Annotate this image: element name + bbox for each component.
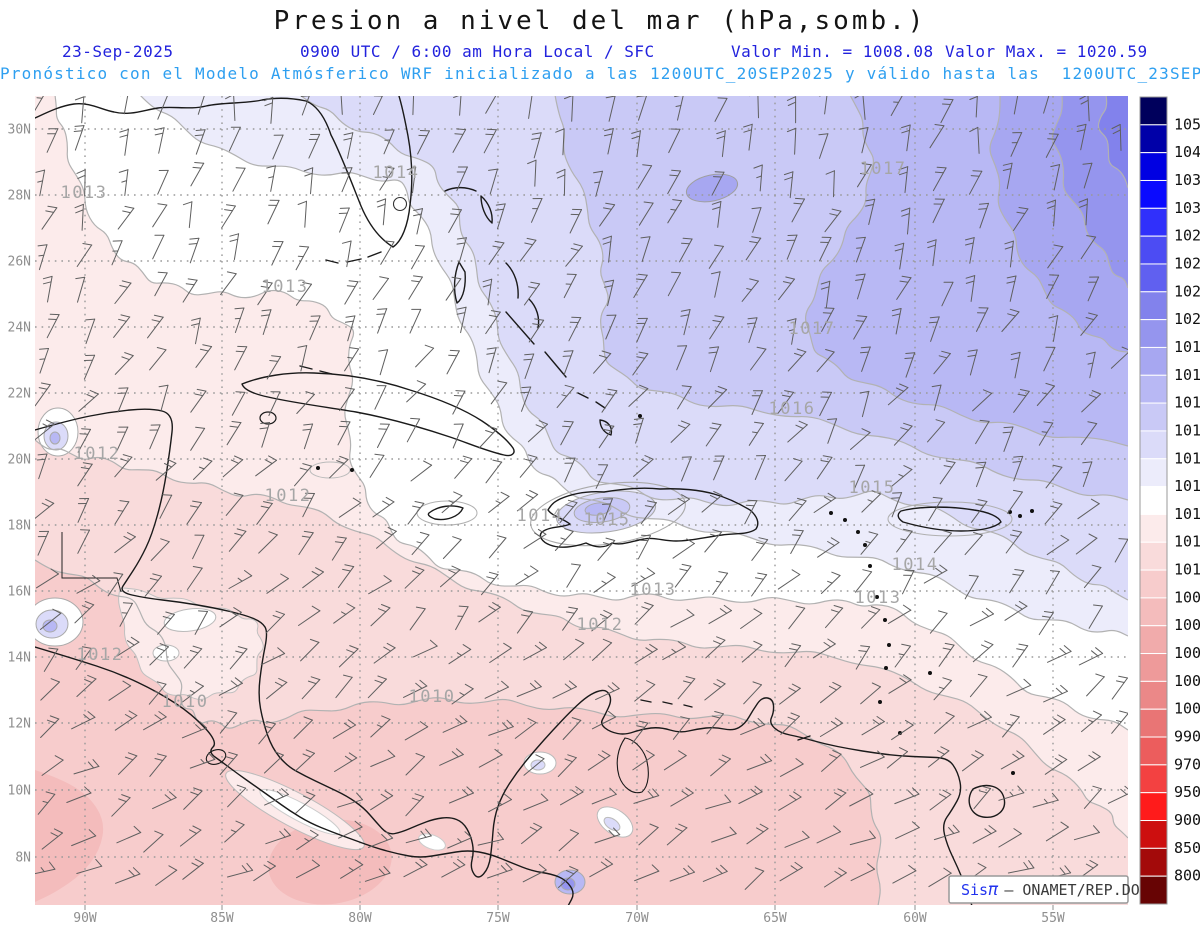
lat-label: 10N <box>8 784 31 799</box>
lat-label: 20N <box>8 453 31 468</box>
branding-label: Sisπ – ONAMET/REP.DOM. <box>961 880 1158 900</box>
colorbar-tick-label: 900 <box>1174 811 1200 829</box>
axis-labels: 30N 28N 26N 24N 22N 20N 18N 16N 14N 12N 10N 8N 90W 85… <box>8 123 1065 927</box>
isobar-label: 1017 <box>860 159 907 179</box>
isobar-label: 1014 <box>517 506 564 526</box>
colorbar-tick-label: 1050 <box>1174 115 1200 133</box>
colorbar-tick-label: 1019 <box>1174 338 1200 356</box>
colorbar-tick-label: 970 <box>1174 755 1200 773</box>
colorbar-tick-label: 1008 <box>1174 588 1200 606</box>
isobar-label: 1013 <box>61 183 108 203</box>
lon-label: 85W <box>210 911 234 926</box>
isobar-label: 1014 <box>892 555 939 575</box>
forecast-line: Pronóstico con el Modelo Atmósferico WRF… <box>0 64 1200 83</box>
lat-label: 22N <box>8 387 31 402</box>
isobar-label: 1016 <box>769 399 816 419</box>
colorbar-tick-label: 1030 <box>1174 199 1200 217</box>
colorbar-tick-label: 1004 <box>1174 644 1200 662</box>
lat-label: 18N <box>8 519 31 534</box>
isobar-label: 1013 <box>630 580 677 600</box>
isobar-label: 1012 <box>577 615 624 635</box>
colorbar-tick-label: 990 <box>1174 728 1200 746</box>
isobar-label: 1012 <box>77 645 124 665</box>
lat-label: 12N <box>8 717 31 732</box>
isobar-label: 1012 <box>74 444 121 464</box>
colorbar-tick-label: 1000 <box>1174 700 1200 718</box>
isobar-label: 1017 <box>789 319 836 339</box>
colorbar-tick-label: 1028 <box>1174 227 1200 245</box>
lon-label: 55W <box>1041 911 1065 926</box>
colorbar-tick-label: 1014 <box>1174 477 1200 495</box>
isobar-label: 1015 <box>584 510 631 530</box>
isobar-label: 1010 <box>409 687 456 707</box>
lat-label: 14N <box>8 651 31 666</box>
colorbar-tick-label: 1022 <box>1174 282 1200 300</box>
colorbar-tick-label: 1012 <box>1174 533 1200 551</box>
colorbar: 1050 1040 1035 1030 1028 1025 1022 1020 1019 1018… <box>1139 96 1200 905</box>
lon-label: 75W <box>486 911 510 926</box>
lon-label: 65W <box>763 911 787 926</box>
colorbar-tick-label: 1010 <box>1174 561 1200 579</box>
lat-label: 24N <box>8 321 31 336</box>
colorbar-tick-label: 950 <box>1174 783 1200 801</box>
lat-label: 26N <box>8 255 31 270</box>
lat-label: 28N <box>8 189 31 204</box>
colorbar-tick-label: 1006 <box>1174 616 1200 634</box>
min-value-label: Valor Min. = 1008.08 <box>731 42 934 61</box>
isobar-label: 1015 <box>849 478 896 498</box>
colorbar-tick-label: 1025 <box>1174 255 1200 273</box>
page-title: Presion a nivel del mar (hPa,somb.) <box>273 6 927 36</box>
colorbar-tick-label: 850 <box>1174 839 1200 857</box>
isobar-label: 1012 <box>265 486 312 506</box>
colorbar-tick-label: 800 <box>1174 867 1200 885</box>
lon-label: 70W <box>625 911 649 926</box>
colorbar-tick-label: 1017 <box>1174 394 1200 412</box>
valid-time: 0900 UTC / 6:00 am Hora Local / SFC <box>300 42 655 61</box>
colorbar-tick-label: 1016 <box>1174 421 1200 439</box>
isobar-label: 1013 <box>262 277 309 297</box>
colorbar-tick-label: 1013 <box>1174 505 1200 523</box>
isobar-label: 1014 <box>373 163 420 183</box>
colorbar-tick-label: 1020 <box>1174 310 1200 328</box>
colorbar-tick-label: 1040 <box>1174 143 1200 161</box>
colorbar-tick-label: 1018 <box>1174 366 1200 384</box>
isobar-label: 1010 <box>162 692 209 712</box>
colorbar-tick-label: 1015 <box>1174 449 1200 467</box>
lon-label: 60W <box>903 911 927 926</box>
lat-label: 30N <box>8 123 31 138</box>
lon-label: 80W <box>348 911 372 926</box>
isobar-label: 1013 <box>855 588 902 608</box>
colorbar-tick-label: 1002 <box>1174 672 1200 690</box>
lat-label: 8N <box>15 851 31 866</box>
max-value-label: Valor Max. = 1020.59 <box>945 42 1148 61</box>
header-meta-row: 23-Sep-2025 0900 UTC / 6:00 am Hora Loca… <box>0 42 1200 62</box>
colorbar-tick-label: 1035 <box>1174 171 1200 189</box>
lon-label: 90W <box>73 911 97 926</box>
valid-date: 23-Sep-2025 <box>62 42 174 61</box>
lat-label: 16N <box>8 585 31 600</box>
